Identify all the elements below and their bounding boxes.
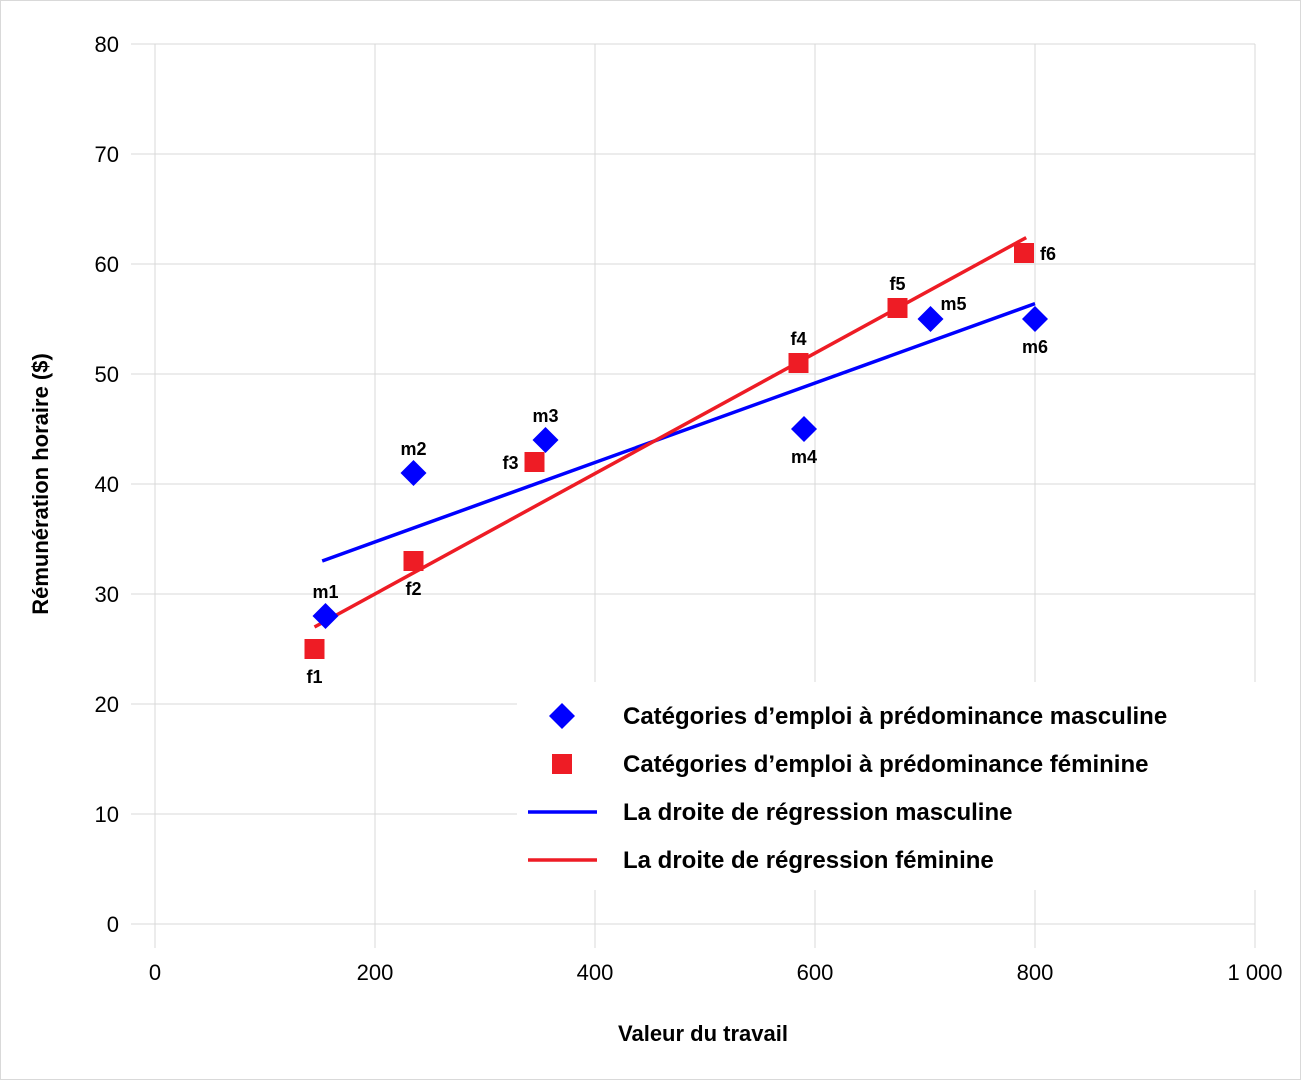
point-label-f2: f2 xyxy=(405,579,421,599)
legend-item-female-categories-label: Catégories d’emploi à prédominance fémin… xyxy=(623,751,1148,778)
x-tick-label: 0 xyxy=(149,960,161,985)
y-tick-label: 60 xyxy=(95,252,119,277)
point-f5 xyxy=(887,298,908,318)
regression-lines xyxy=(313,236,1036,629)
point-m2 xyxy=(400,460,427,486)
legend-item-male-categories-label: Catégories d’emploi à prédominance mascu… xyxy=(623,703,1167,730)
y-tick-label: 70 xyxy=(95,142,119,167)
point-label-f3: f3 xyxy=(502,453,518,473)
point-label-m4: m4 xyxy=(791,447,817,467)
point-m1 xyxy=(312,603,339,629)
y-tick-label: 40 xyxy=(95,472,119,497)
legend-item-female-regression-label: La droite de régression féminine xyxy=(623,847,994,874)
x-tick-label: 1 000 xyxy=(1227,960,1282,985)
y-tick-label: 80 xyxy=(95,32,119,57)
legend: Catégories d’emploi à prédominance mascu… xyxy=(517,682,1257,890)
point-label-m5: m5 xyxy=(941,294,967,314)
x-tick-label: 800 xyxy=(1017,960,1054,985)
regression-line-male xyxy=(321,301,1036,563)
point-labels: m1 m2 m3 m4 m5 m6 f1 f2 f3 f4 f5 f6 xyxy=(306,244,1056,687)
point-m4 xyxy=(791,416,817,442)
x-tick-label: 600 xyxy=(797,960,834,985)
point-label-m1: m1 xyxy=(312,582,338,602)
legend-background xyxy=(517,682,1257,890)
point-label-m6: m6 xyxy=(1022,337,1048,357)
point-f3 xyxy=(524,452,545,472)
point-label-f4: f4 xyxy=(790,329,806,349)
x-tick-label: 400 xyxy=(577,960,614,985)
point-label-f5: f5 xyxy=(889,274,905,294)
point-m6 xyxy=(1022,306,1048,332)
point-f6 xyxy=(1014,243,1034,263)
point-f4 xyxy=(788,353,809,373)
point-m5 xyxy=(917,306,944,332)
point-label-m2: m2 xyxy=(400,439,426,459)
regression-line-female xyxy=(313,236,1028,629)
x-tick-label: 200 xyxy=(357,960,394,985)
data-points xyxy=(304,243,1048,659)
y-tick-label: 50 xyxy=(95,362,119,387)
point-m3 xyxy=(532,427,559,453)
y-tick-label: 20 xyxy=(95,692,119,717)
point-label-m3: m3 xyxy=(532,406,558,426)
point-label-f1: f1 xyxy=(306,667,322,687)
point-f2 xyxy=(403,551,424,571)
y-tick-label: 0 xyxy=(107,912,119,937)
legend-item-male-categories-swatch xyxy=(549,703,575,729)
legend-item-male-regression-label: La droite de régression masculine xyxy=(623,799,1012,826)
point-f1 xyxy=(304,639,325,659)
x-axis-title: Valeur du travail xyxy=(618,1021,788,1046)
point-label-f6: f6 xyxy=(1040,244,1056,264)
y-tick-label: 30 xyxy=(95,582,119,607)
legend-item-female-categories-swatch xyxy=(552,754,572,774)
y-tick-label: 10 xyxy=(95,802,119,827)
y-axis-title: Rémunération horaire ($) xyxy=(28,353,53,615)
